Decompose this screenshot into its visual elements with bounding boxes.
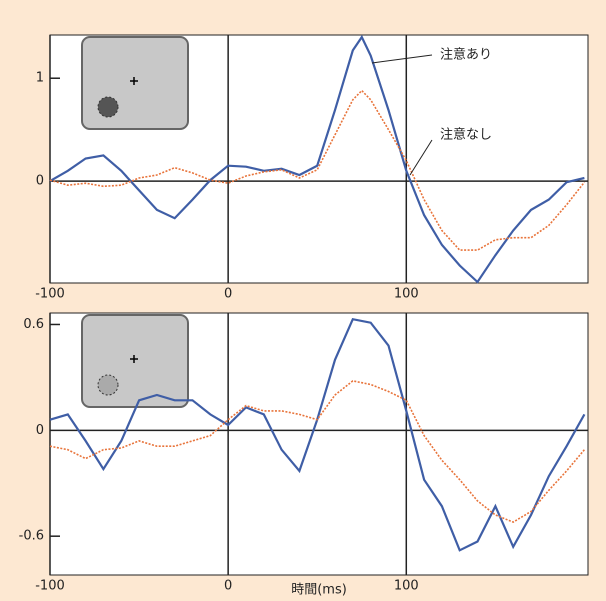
x-tick-label: 100 (394, 579, 419, 594)
figure: -100 0 100 0 1 注意あり注意なし -100 0 100 -0.6 0 0.6 時間(ms) (0, 0, 606, 601)
y-tick-label: 1 (36, 71, 44, 86)
x-axis-label: 時間(ms) (291, 583, 347, 598)
icon-frame (82, 37, 188, 129)
stimulus-icon (82, 37, 188, 129)
x-tick-label: -100 (35, 579, 65, 594)
x-tick-label: -100 (35, 287, 65, 302)
icon-frame (82, 315, 188, 407)
x-tick-label: 0 (224, 579, 232, 594)
stimulus (98, 375, 118, 395)
y-tick-label: 0 (36, 174, 44, 189)
stimulus-icon (82, 315, 188, 407)
y-tick-label: -0.6 (19, 529, 44, 544)
series-label: 注意なし (440, 127, 492, 143)
y-tick-label: 0 (36, 423, 44, 438)
y-tick-label: 0.6 (23, 317, 44, 332)
stimulus (98, 97, 118, 117)
x-tick-label: 0 (224, 287, 232, 302)
x-tick-label: 100 (394, 287, 419, 302)
series-label: 注意あり (440, 47, 492, 63)
